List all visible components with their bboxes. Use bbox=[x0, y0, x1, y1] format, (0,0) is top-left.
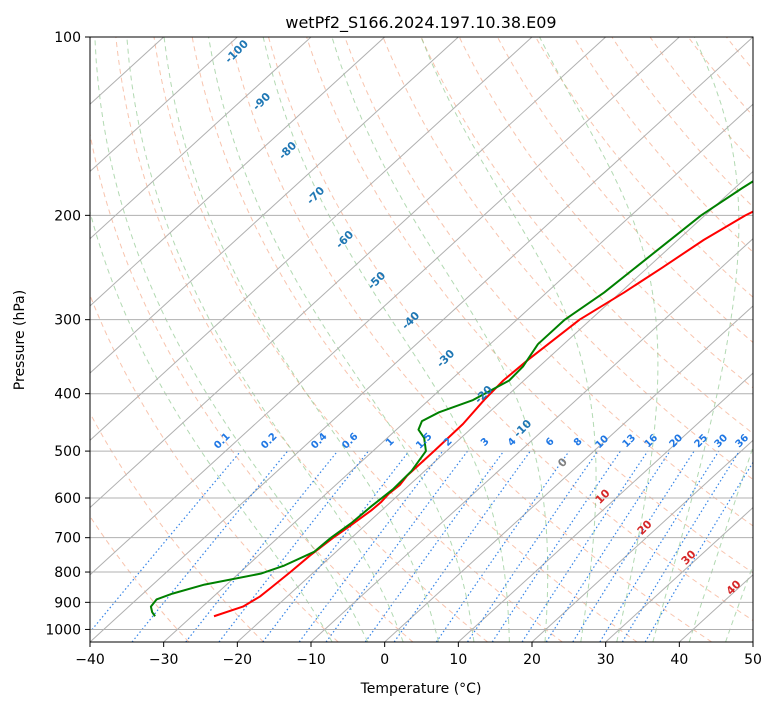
mixing-ratio-line bbox=[599, 450, 720, 642]
moist-adiabat-line bbox=[126, 37, 404, 642]
moist-adiabat-line bbox=[262, 37, 510, 642]
isotherm-line bbox=[90, 37, 607, 509]
isotherm-line bbox=[605, 506, 753, 642]
dry-adiabat-line bbox=[90, 515, 190, 642]
y-axis-label: Pressure (hPa) bbox=[12, 290, 28, 390]
moist-adiabat-line bbox=[420, 37, 597, 642]
y-tick-label: 400 bbox=[54, 387, 81, 403]
plot-area bbox=[90, 37, 753, 642]
isotherm-line bbox=[90, 37, 753, 642]
mixing-ratio-line bbox=[185, 450, 339, 642]
isotherm-line bbox=[457, 372, 753, 642]
x-axis: −40 −30 −20 −10 0 10 20 30 40 50 bbox=[75, 642, 762, 668]
dry-adiabat-line bbox=[649, 37, 753, 163]
y-tick-label: 900 bbox=[54, 595, 81, 611]
isotherm-line bbox=[163, 103, 753, 642]
mixing-ratio-line bbox=[621, 450, 740, 642]
isotherm-line bbox=[310, 237, 753, 642]
moist-adiabat-line bbox=[539, 37, 659, 642]
mixing-ratio-line bbox=[218, 450, 369, 642]
y-tick-label: 500 bbox=[54, 444, 81, 460]
isotherm-line bbox=[384, 305, 753, 642]
temperature-profile-line bbox=[213, 210, 753, 618]
moist-adiabat-line bbox=[331, 37, 549, 642]
x-tick-label: 10 bbox=[449, 652, 467, 668]
mixing-ratio-line bbox=[262, 450, 410, 642]
isotherm-line bbox=[90, 37, 533, 442]
isotherm-line bbox=[90, 37, 386, 307]
dry-adiabat-line bbox=[115, 37, 488, 642]
dry-adiabat-line bbox=[90, 412, 264, 642]
plot-frame bbox=[89, 36, 754, 643]
moist-adiabat-line bbox=[652, 37, 740, 642]
dry-adiabat-line bbox=[611, 37, 753, 208]
mixing-ratio-line bbox=[364, 450, 505, 642]
mixing-ratio-line bbox=[131, 450, 289, 642]
y-tick-label: 100 bbox=[54, 30, 81, 46]
isotherm-line bbox=[90, 37, 238, 173]
isotherm-line bbox=[531, 439, 753, 642]
y-tick-label: 1000 bbox=[45, 622, 81, 638]
moist-adiabat-line bbox=[90, 209, 333, 642]
x-tick-label: 20 bbox=[523, 652, 541, 668]
x-tick-label: 30 bbox=[597, 652, 615, 668]
y-tick-label: 300 bbox=[54, 313, 81, 329]
x-tick-label: 40 bbox=[670, 652, 688, 668]
dewpoint-profile-line bbox=[149, 180, 753, 617]
mixing-ratio-line bbox=[572, 450, 695, 642]
moist-adiabat-line bbox=[94, 37, 369, 642]
dry-adiabat-line bbox=[153, 37, 563, 642]
dry-adiabat-line bbox=[90, 131, 414, 642]
x-tick-label: −40 bbox=[75, 652, 105, 668]
y-axis: 1000 900 800 700 600 500 400 300 200 100 bbox=[45, 30, 90, 638]
mixing-ratio-line bbox=[393, 450, 531, 642]
mixing-ratio-line bbox=[644, 461, 753, 642]
dry-adiabat-line bbox=[573, 37, 753, 253]
x-tick-label: −10 bbox=[296, 652, 326, 668]
dry-adiabat-line bbox=[268, 37, 753, 622]
y-tick-label: 700 bbox=[54, 531, 81, 547]
mixing-ratio-line bbox=[545, 450, 671, 642]
mixing-ratio-line bbox=[90, 450, 242, 633]
chart-title: wetPf2_S166.2024.197.10.38.E09 bbox=[285, 13, 556, 33]
isotherm-line bbox=[236, 170, 753, 642]
y-tick-label: 200 bbox=[54, 208, 81, 224]
isotherm-line bbox=[90, 37, 459, 374]
dry-adiabat-line bbox=[382, 37, 753, 481]
dry-adiabat-line bbox=[90, 293, 339, 642]
y-tick-label: 600 bbox=[54, 491, 81, 507]
dry-adiabat-line bbox=[496, 37, 753, 344]
moist-adiabat-line bbox=[688, 445, 753, 642]
dry-adiabat-line bbox=[306, 37, 753, 574]
x-tick-label: −30 bbox=[149, 652, 179, 668]
dry-adiabat-line bbox=[535, 37, 753, 298]
dry-adiabat-line bbox=[191, 37, 638, 642]
isotherm-line bbox=[90, 37, 680, 576]
y-tick-label: 800 bbox=[54, 565, 81, 581]
x-tick-label: −20 bbox=[223, 652, 253, 668]
x-tick-label: 50 bbox=[744, 652, 762, 668]
isotherm-line bbox=[90, 37, 312, 240]
x-axis-label: Temperature (°C) bbox=[360, 681, 482, 697]
dry-adiabat-line bbox=[229, 37, 712, 642]
moist-adiabat-line bbox=[163, 37, 440, 642]
moist-adiabat-line bbox=[208, 37, 475, 642]
mixing-ratio-line bbox=[467, 450, 599, 642]
x-tick-label: 0 bbox=[380, 652, 389, 668]
